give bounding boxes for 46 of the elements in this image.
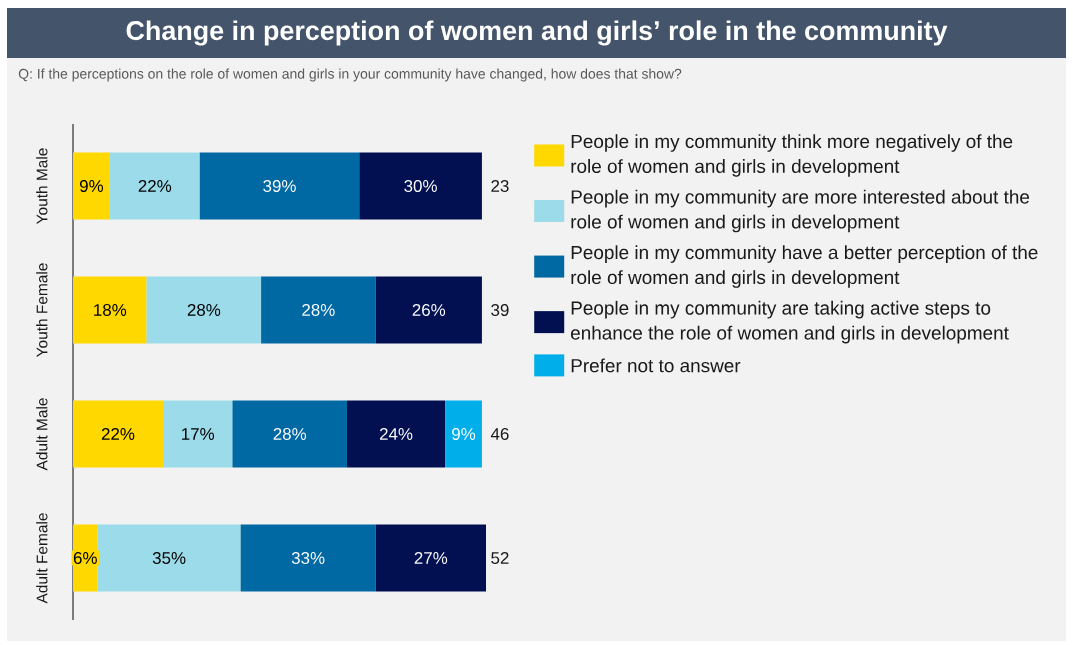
text: 46 [490, 427, 509, 440]
y-tick-label: Adult Female [36, 513, 48, 604]
chart-title: Change in perception of women and girls’ role in the community [126, 20, 948, 46]
legend-label: People in my community think more negatively of the role of women and girls in development [571, 134, 1013, 177]
chart-subtitle: Q: If the perceptions on the role of women and girls in your community have changed, how does that show? [18, 68, 682, 82]
bar [162, 400, 233, 468]
legend-label: People in my community are taking active steps to enhance the role of women and girls in development [571, 300, 1009, 344]
data-label: 24% [379, 428, 413, 440]
data-label: 35% [152, 551, 186, 564]
data-label: 17% [182, 428, 215, 440]
bar [232, 400, 347, 468]
bar [73, 276, 147, 344]
bar [375, 524, 487, 592]
legend-label: Prefer not to answer [571, 358, 741, 373]
bar [97, 524, 241, 592]
data-label: 22% [138, 180, 172, 192]
data-label: 6% [73, 551, 97, 564]
bar [375, 276, 482, 344]
legend-label: People in my community are more interested about the role of women and girls in development [571, 189, 1030, 233]
data-label: 39% [263, 179, 296, 192]
bar [109, 152, 200, 220]
data-label: 18% [94, 303, 127, 316]
text: 39 [491, 303, 509, 316]
bar [261, 276, 376, 344]
bar [346, 400, 446, 468]
y-tick-label: Youth Female [36, 263, 48, 357]
bar [359, 152, 482, 220]
bar [146, 276, 262, 344]
data-label: 9% [452, 427, 476, 440]
legend-label: People in my community have a better perception of the role of women and girls in development [571, 245, 1038, 288]
data-label: 30% [404, 179, 437, 192]
data-label: 28% [273, 427, 307, 440]
y-tick-label: Adult Male [36, 398, 48, 471]
data-label: 9% [79, 179, 104, 192]
data-label: 22% [101, 428, 135, 440]
data-label: 27% [414, 552, 448, 564]
data-label: 28% [302, 303, 335, 316]
data-label: 28% [187, 303, 221, 316]
data-label: 33% [291, 551, 325, 564]
bar [240, 524, 376, 592]
text: 23 [491, 179, 509, 192]
y-tick-label: Youth Male [36, 148, 48, 224]
bar [199, 152, 360, 220]
bar [73, 400, 163, 468]
data-label: 26% [412, 303, 446, 316]
text: 52 [491, 551, 509, 564]
